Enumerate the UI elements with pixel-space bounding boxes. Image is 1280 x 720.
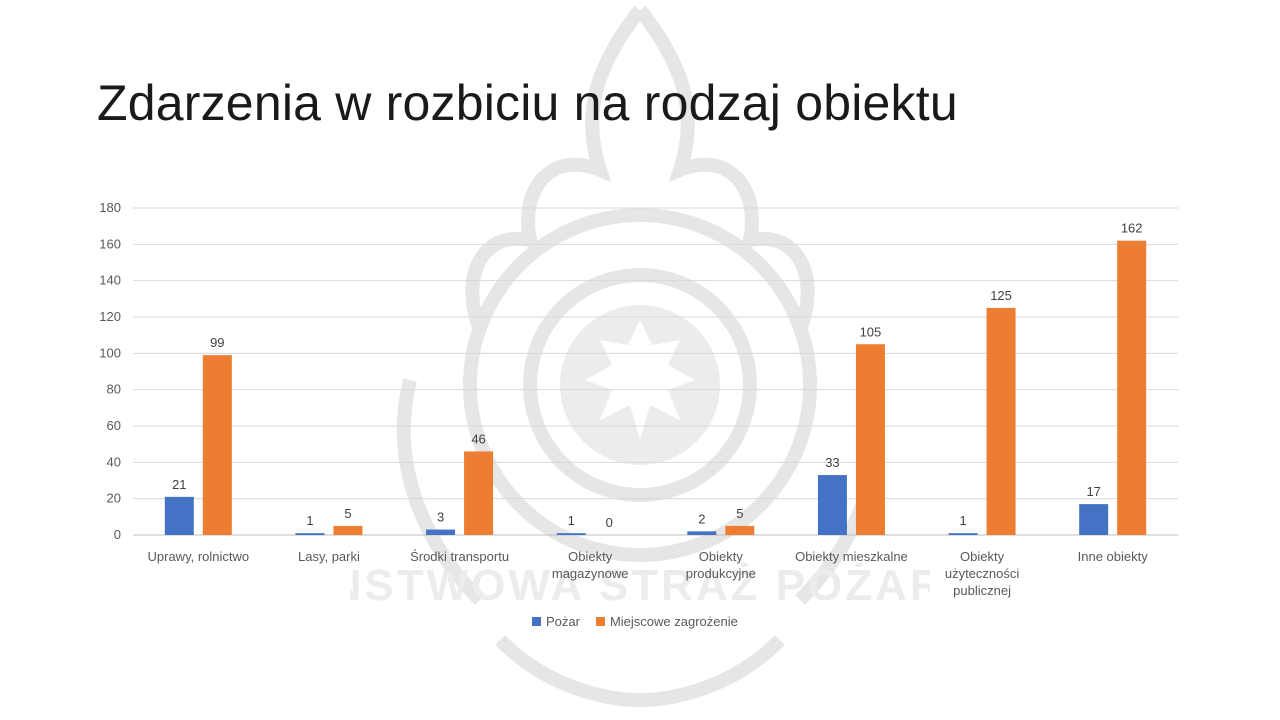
category-label: Uprawy, rolnictwo (148, 549, 250, 564)
watermark-text: PAŃSTWOWA STRAŻ POŻARNA (350, 560, 930, 610)
data-label: 162 (1121, 221, 1143, 236)
y-axis: 0 20 40 60 80 100 120 140 160 180 (99, 200, 121, 542)
bar (202, 355, 232, 535)
category-label: publicznej (953, 583, 1011, 598)
category-label: Obiekty mieszkalne (795, 549, 908, 564)
bar (986, 307, 1016, 535)
legend-label: Pożar (546, 614, 581, 629)
data-label: 3 (437, 510, 444, 525)
category-label: Obiekty (568, 549, 613, 564)
data-label: 2 (698, 511, 705, 526)
y-tick-label: 60 (107, 418, 121, 433)
legend-swatch (595, 617, 605, 626)
y-tick-label: 180 (99, 200, 121, 215)
data-label: 1 (306, 513, 313, 528)
y-tick-label: 80 (107, 382, 121, 397)
bar (1117, 240, 1147, 535)
bar (948, 533, 978, 535)
bar (556, 533, 586, 535)
bar (164, 496, 194, 535)
data-label: 105 (860, 324, 882, 339)
legend-label: Miejscowe zagrożenie (610, 614, 738, 629)
bars (164, 240, 1147, 535)
category-label: produkcyjne (686, 566, 756, 581)
data-label: 1 (959, 513, 966, 528)
data-label: 5 (344, 506, 351, 521)
bar (817, 475, 847, 535)
category-labels: Uprawy, rolnictwo Lasy, parki Środki trans… (148, 549, 1149, 598)
data-label: 46 (471, 431, 485, 446)
y-tick-label: 0 (114, 527, 121, 542)
y-tick-label: 100 (99, 345, 121, 360)
legend-swatch (532, 617, 541, 626)
slide-title: Zdarzenia w rozbiciu na rodzaj obiektu (97, 75, 958, 131)
bar (1079, 504, 1109, 535)
y-tick-label: 160 (99, 236, 121, 251)
legend: Pożar Miejscowe zagrożenie (532, 614, 738, 629)
bar (464, 451, 494, 535)
data-labels: 21 99 1 5 3 46 1 0 2 5 33 105 1 125 17 162 (172, 221, 1142, 530)
category-label: użyteczności (945, 566, 1020, 581)
category-label: Obiekty (699, 549, 744, 564)
bar (855, 344, 885, 535)
category-label: magazynowe (552, 566, 629, 581)
grid-lines (133, 207, 1178, 536)
y-tick-label: 40 (107, 454, 121, 469)
data-label: 1 (568, 513, 575, 528)
y-tick-label: 120 (99, 309, 121, 324)
category-label: Inne obiekty (1078, 549, 1149, 564)
category-label: Lasy, parki (298, 549, 360, 564)
y-tick-label: 20 (107, 491, 121, 506)
data-label: 125 (990, 288, 1012, 303)
category-label: Obiekty (960, 549, 1005, 564)
fire-service-emblem-icon: PAŃSTWOWA STRAŻ POŻARNA (350, 5, 930, 708)
data-label: 33 (825, 455, 839, 470)
bar (426, 529, 456, 535)
data-label: 0 (606, 515, 613, 530)
data-label: 21 (172, 477, 186, 492)
data-label: 5 (736, 506, 743, 521)
y-tick-label: 140 (99, 273, 121, 288)
bar (333, 525, 363, 535)
bar (295, 533, 325, 535)
data-label: 99 (210, 335, 224, 350)
bar (687, 531, 717, 535)
bar (725, 525, 755, 535)
data-label: 17 (1086, 484, 1100, 499)
category-label: Środki transportu (410, 549, 509, 564)
